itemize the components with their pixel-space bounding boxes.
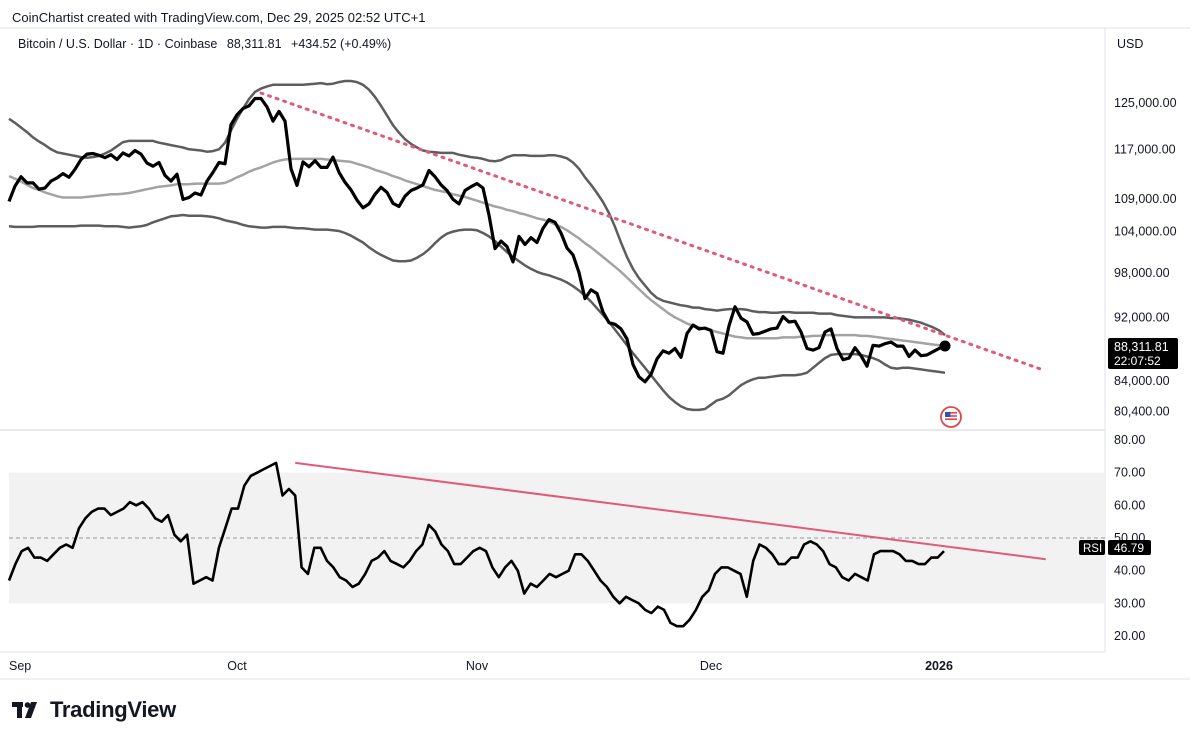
rsi-name-tag: RSI — [1083, 543, 1102, 555]
price-countdown: 22:07:52 — [1114, 354, 1161, 368]
price-last-label: 88,311.81 22:07:52 — [1108, 338, 1178, 369]
price-pane[interactable] — [7, 79, 1047, 412]
rsi-tick-label: 80.00 — [1114, 433, 1145, 447]
time-axis[interactable]: Sep Oct Nov Dec 2026 — [9, 659, 953, 673]
price-tick-label: 104,000.00 — [1114, 225, 1177, 239]
symbol-header[interactable]: Bitcoin / U.S. Dollar · 1D · Coinbase 88… — [18, 37, 397, 51]
tradingview-logo-icon — [12, 702, 37, 718]
price-tick-label: 109,000.00 — [1114, 192, 1177, 206]
time-tick-label: Oct — [227, 659, 247, 673]
price-tick-label: 98,000.00 — [1114, 266, 1170, 280]
rsi-tick-label: 70.00 — [1114, 466, 1145, 480]
price-axis[interactable]: 125,000.00 117,000.00 109,000.00 104,000.00… — [1114, 96, 1177, 419]
time-tick-label: 2026 — [925, 659, 953, 673]
time-tick-label: Sep — [9, 659, 31, 673]
footer: TradingView — [12, 697, 176, 723]
price-tick-label: 80,400.00 — [1114, 405, 1170, 419]
rsi-line[interactable] — [7, 461, 945, 628]
price-tick-label: 125,000.00 — [1114, 96, 1177, 110]
flag-icon[interactable] — [940, 406, 962, 428]
rsi-tick-label: 40.00 — [1114, 564, 1145, 578]
rsi-value-tag: 46.79 — [1114, 541, 1144, 555]
price-change: +434.52 (+0.49%) — [291, 37, 392, 51]
price-line[interactable] — [7, 96, 946, 384]
price-last-value: 88,311.81 — [1114, 340, 1169, 354]
symbol-title[interactable]: Bitcoin / U.S. Dollar · 1D · Coinbase — [18, 37, 218, 51]
currency-label[interactable]: USD — [1117, 37, 1144, 51]
chart-attribution: CoinChartist created with TradingView.co… — [12, 10, 426, 25]
time-tick-label: Nov — [466, 659, 489, 673]
price-tick-label: 84,000.00 — [1114, 374, 1170, 388]
rsi-trendline[interactable] — [295, 461, 1046, 561]
bb-lower-line[interactable] — [8, 213, 946, 412]
rsi-pane[interactable] — [7, 461, 1046, 628]
price-tick-label: 92,000.00 — [1114, 310, 1170, 324]
rsi-tick-label: 20.00 — [1114, 629, 1145, 643]
last-price-marker — [939, 340, 951, 352]
rsi-tick-label: 30.00 — [1114, 596, 1145, 610]
price-tick-label: 117,000.00 — [1114, 142, 1176, 156]
bb-upper-line[interactable] — [8, 79, 946, 337]
rsi-last-label: RSI 46.79 — [1079, 540, 1151, 555]
bb-basis-line[interactable] — [8, 157, 946, 348]
time-tick-label: Dec — [700, 659, 722, 673]
rsi-tick-label: 60.00 — [1114, 498, 1145, 512]
price-trendline[interactable] — [259, 91, 1047, 373]
current-price: 88,311.81 — [226, 37, 282, 51]
tradingview-brand: TradingView — [50, 697, 176, 722]
